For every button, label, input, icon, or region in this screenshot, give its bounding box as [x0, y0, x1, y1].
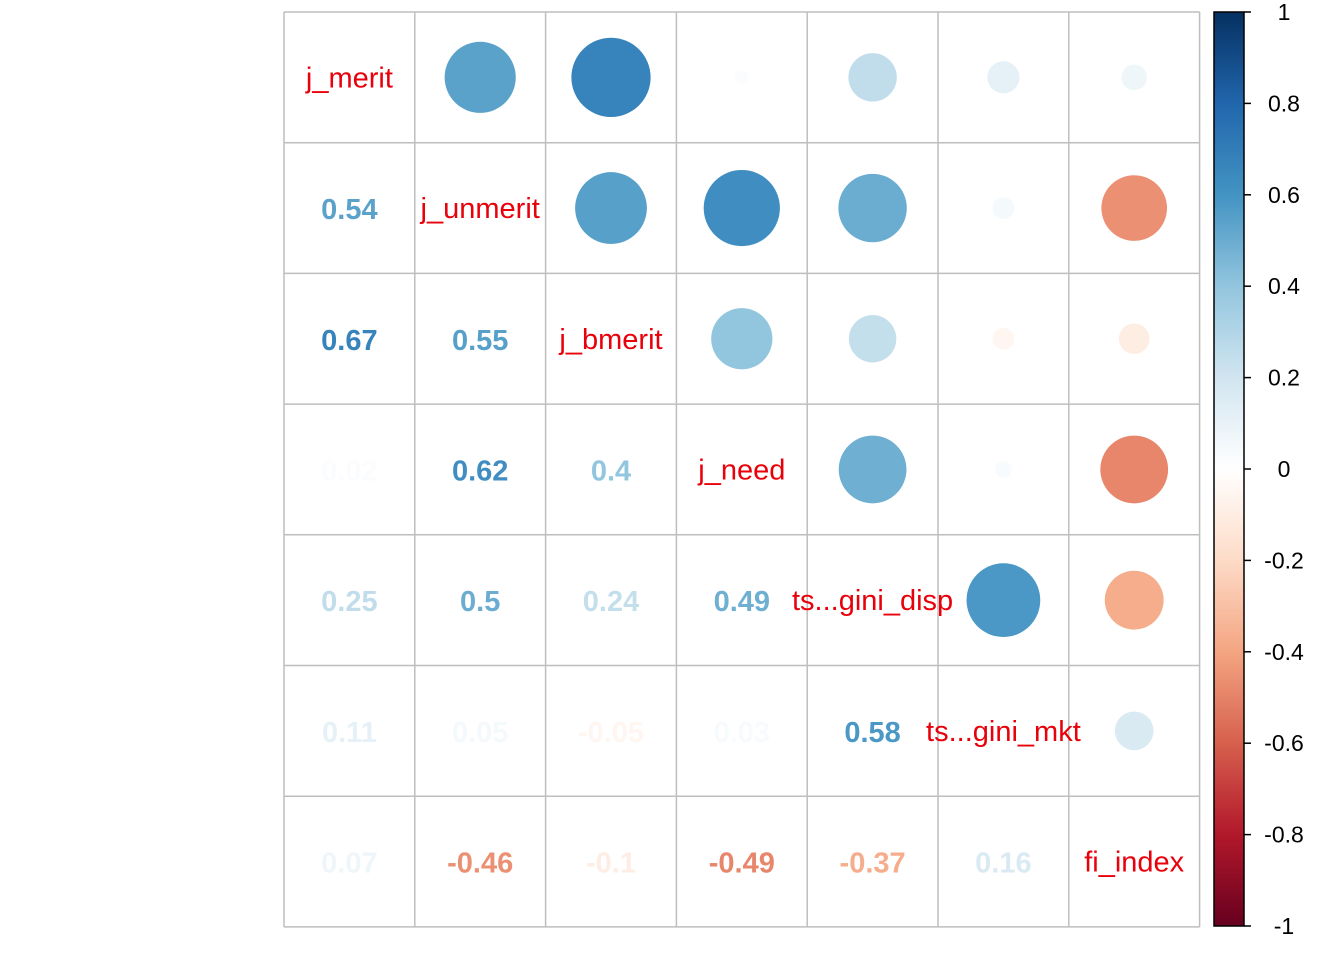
correlation-value-label: 0.58 — [844, 717, 900, 749]
correlation-circle — [703, 169, 780, 247]
lower-triangle-coefficients: 0.54 0.67 0.55 0.02 0.62 0.4 0.25 0.5 0.24 0.49 0.… — [321, 194, 1031, 880]
correlation-circle — [987, 61, 1020, 94]
colorbar-tick-label: -0.4 — [1264, 639, 1304, 665]
colorbar-tick-label: -0.6 — [1264, 730, 1304, 756]
correlation-circle — [571, 37, 651, 117]
matrix-grid — [283, 11, 1201, 928]
correlation-circle — [1114, 711, 1154, 751]
correlation-value-label: 0.05 — [452, 717, 508, 749]
colorbar-gradient — [1213, 11, 1245, 927]
correlation-circle — [992, 197, 1015, 219]
colorbar-tick-label: -0.2 — [1264, 547, 1304, 573]
correlation-value-label: 0.07 — [321, 848, 377, 880]
correlation-value-label: -0.37 — [840, 848, 906, 880]
correlation-value-label: 0.03 — [714, 717, 770, 749]
colorbar-tick-label: 0.8 — [1268, 90, 1300, 116]
correlation-value-label: 0.02 — [321, 455, 377, 487]
correlation-circle — [995, 461, 1012, 478]
correlation-value-label: -0.46 — [447, 848, 513, 880]
correlation-circle — [992, 327, 1015, 350]
correlation-circle — [1104, 570, 1164, 630]
variable-name-label: j_unmerit — [420, 193, 540, 225]
correlation-value-label: 0.24 — [583, 586, 639, 618]
correlation-circle — [966, 563, 1041, 638]
variable-name-label: j_merit — [305, 62, 393, 94]
colorbar-tick-label: 1 — [1278, 0, 1291, 25]
correlation-value-label: -0.05 — [578, 717, 644, 749]
correlation-circle — [711, 308, 773, 370]
correlation-value-label: -0.49 — [709, 848, 775, 880]
diagonal-variable-labels: j_merit j_unmerit j_bmerit j_need ts...gini_… — [305, 62, 1185, 878]
upper-triangle-circles — [444, 37, 1169, 751]
correlation-circle — [1121, 64, 1148, 91]
variable-name-label: ts...gini_mkt — [926, 716, 1081, 748]
correlation-circle — [734, 70, 749, 85]
correlation-value-label: 0.67 — [321, 325, 377, 357]
correlation-value-label: 0.5 — [460, 586, 500, 618]
correlation-circle — [444, 41, 516, 113]
variable-name-label: j_need — [697, 454, 785, 486]
correlation-value-label: 0.16 — [975, 848, 1031, 880]
variable-name-label: fi_index — [1084, 847, 1184, 879]
colorbar-tick-label: 0.6 — [1268, 182, 1300, 208]
variable-name-label: ts...gini_disp — [792, 585, 953, 617]
color-legend: 1 0.8 0.6 0.4 0.2 0 -0.2 -0.4 -0.6 -0.8 -1 — [1213, 0, 1304, 939]
colorbar-tick-label: 0.2 — [1268, 365, 1300, 391]
correlation-value-label: 0.25 — [321, 586, 377, 618]
colorbar-tick-label: 0.4 — [1268, 273, 1300, 299]
correlation-value-label: 0.55 — [452, 325, 508, 357]
colorbar-tick-label: 0 — [1278, 456, 1291, 482]
correlation-value-label: 0.49 — [714, 586, 770, 618]
colorbar-tick-label: -1 — [1274, 913, 1294, 939]
correlation-circle — [1101, 175, 1168, 241]
correlation-circle — [838, 173, 907, 243]
correlation-value-label: 0.54 — [321, 194, 377, 226]
correlation-value-label: 0.4 — [591, 455, 631, 487]
correlation-value-label: 0.11 — [322, 717, 377, 749]
correlation-circle — [848, 315, 897, 363]
correlation-value-label: 0.62 — [452, 455, 508, 487]
correlation-circle — [575, 172, 647, 244]
correlation-circle — [838, 435, 907, 504]
correlation-circle — [1118, 323, 1150, 355]
correlation-circle — [1100, 435, 1169, 504]
correlation-circle — [848, 53, 897, 102]
correlation-value-label: -0.1 — [586, 848, 636, 880]
variable-name-label: j_bmerit — [558, 324, 662, 356]
colorbar-tick-label: -0.8 — [1264, 822, 1304, 848]
